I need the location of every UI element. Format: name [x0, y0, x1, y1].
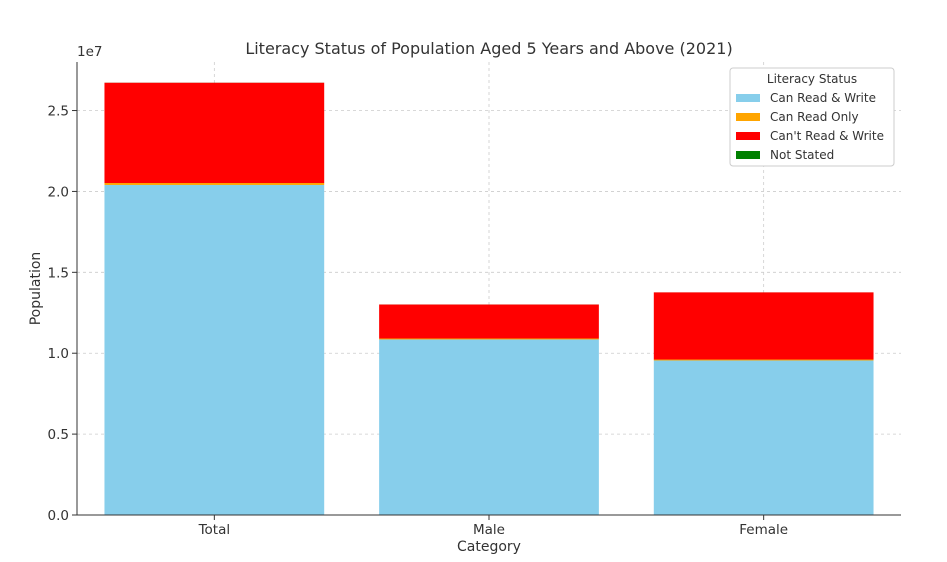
bar-segment: [379, 339, 599, 515]
legend-swatch: [736, 113, 760, 121]
y-tick-label: 2.5: [48, 104, 69, 120]
legend-label: Not Stated: [770, 148, 834, 162]
legend-swatch: [736, 94, 760, 102]
bar-segment: [104, 183, 325, 185]
bar-segment: [653, 292, 874, 360]
y-axis-label: Population: [28, 252, 44, 326]
x-ticks: Total Male Female: [198, 515, 788, 538]
legend-title: Literacy Status: [767, 72, 857, 86]
chart-title: Literacy Status of Population Aged 5 Yea…: [245, 39, 732, 58]
y-tick-label: 0.5: [48, 427, 69, 443]
legend-label: Can Read & Write: [770, 91, 876, 105]
legend-box: [729, 67, 895, 167]
legend-label: Can't Read & Write: [770, 129, 884, 143]
bar-segment: [104, 82, 325, 184]
x-tick-label: Female: [739, 522, 788, 538]
y-tick-label: 1.5: [48, 265, 69, 281]
y-offset-label: 1e7: [77, 44, 102, 60]
x-axis-label: Category: [457, 539, 521, 555]
legend-swatch: [736, 151, 760, 159]
x-tick-label: Male: [473, 522, 505, 538]
bars: [104, 82, 874, 515]
y-tick-label: 1.0: [48, 346, 69, 362]
bar-segment: [653, 360, 874, 515]
bar-segment: [379, 338, 599, 340]
bar-segment: [653, 359, 874, 361]
legend-label: Can Read Only: [770, 110, 859, 124]
bar-segment: [379, 304, 599, 339]
bar-segment: [104, 184, 325, 515]
y-tick-label: 0.0: [48, 508, 69, 524]
legend-swatch: [736, 132, 760, 140]
legend-items: Can Read & Write Can Read Only Can't Read …: [736, 91, 884, 162]
y-ticks: 0.0 0.5 1.0 1.5 2.0 2.5: [48, 104, 77, 524]
y-tick-label: 2.0: [48, 184, 69, 200]
x-tick-label: Total: [198, 522, 231, 538]
